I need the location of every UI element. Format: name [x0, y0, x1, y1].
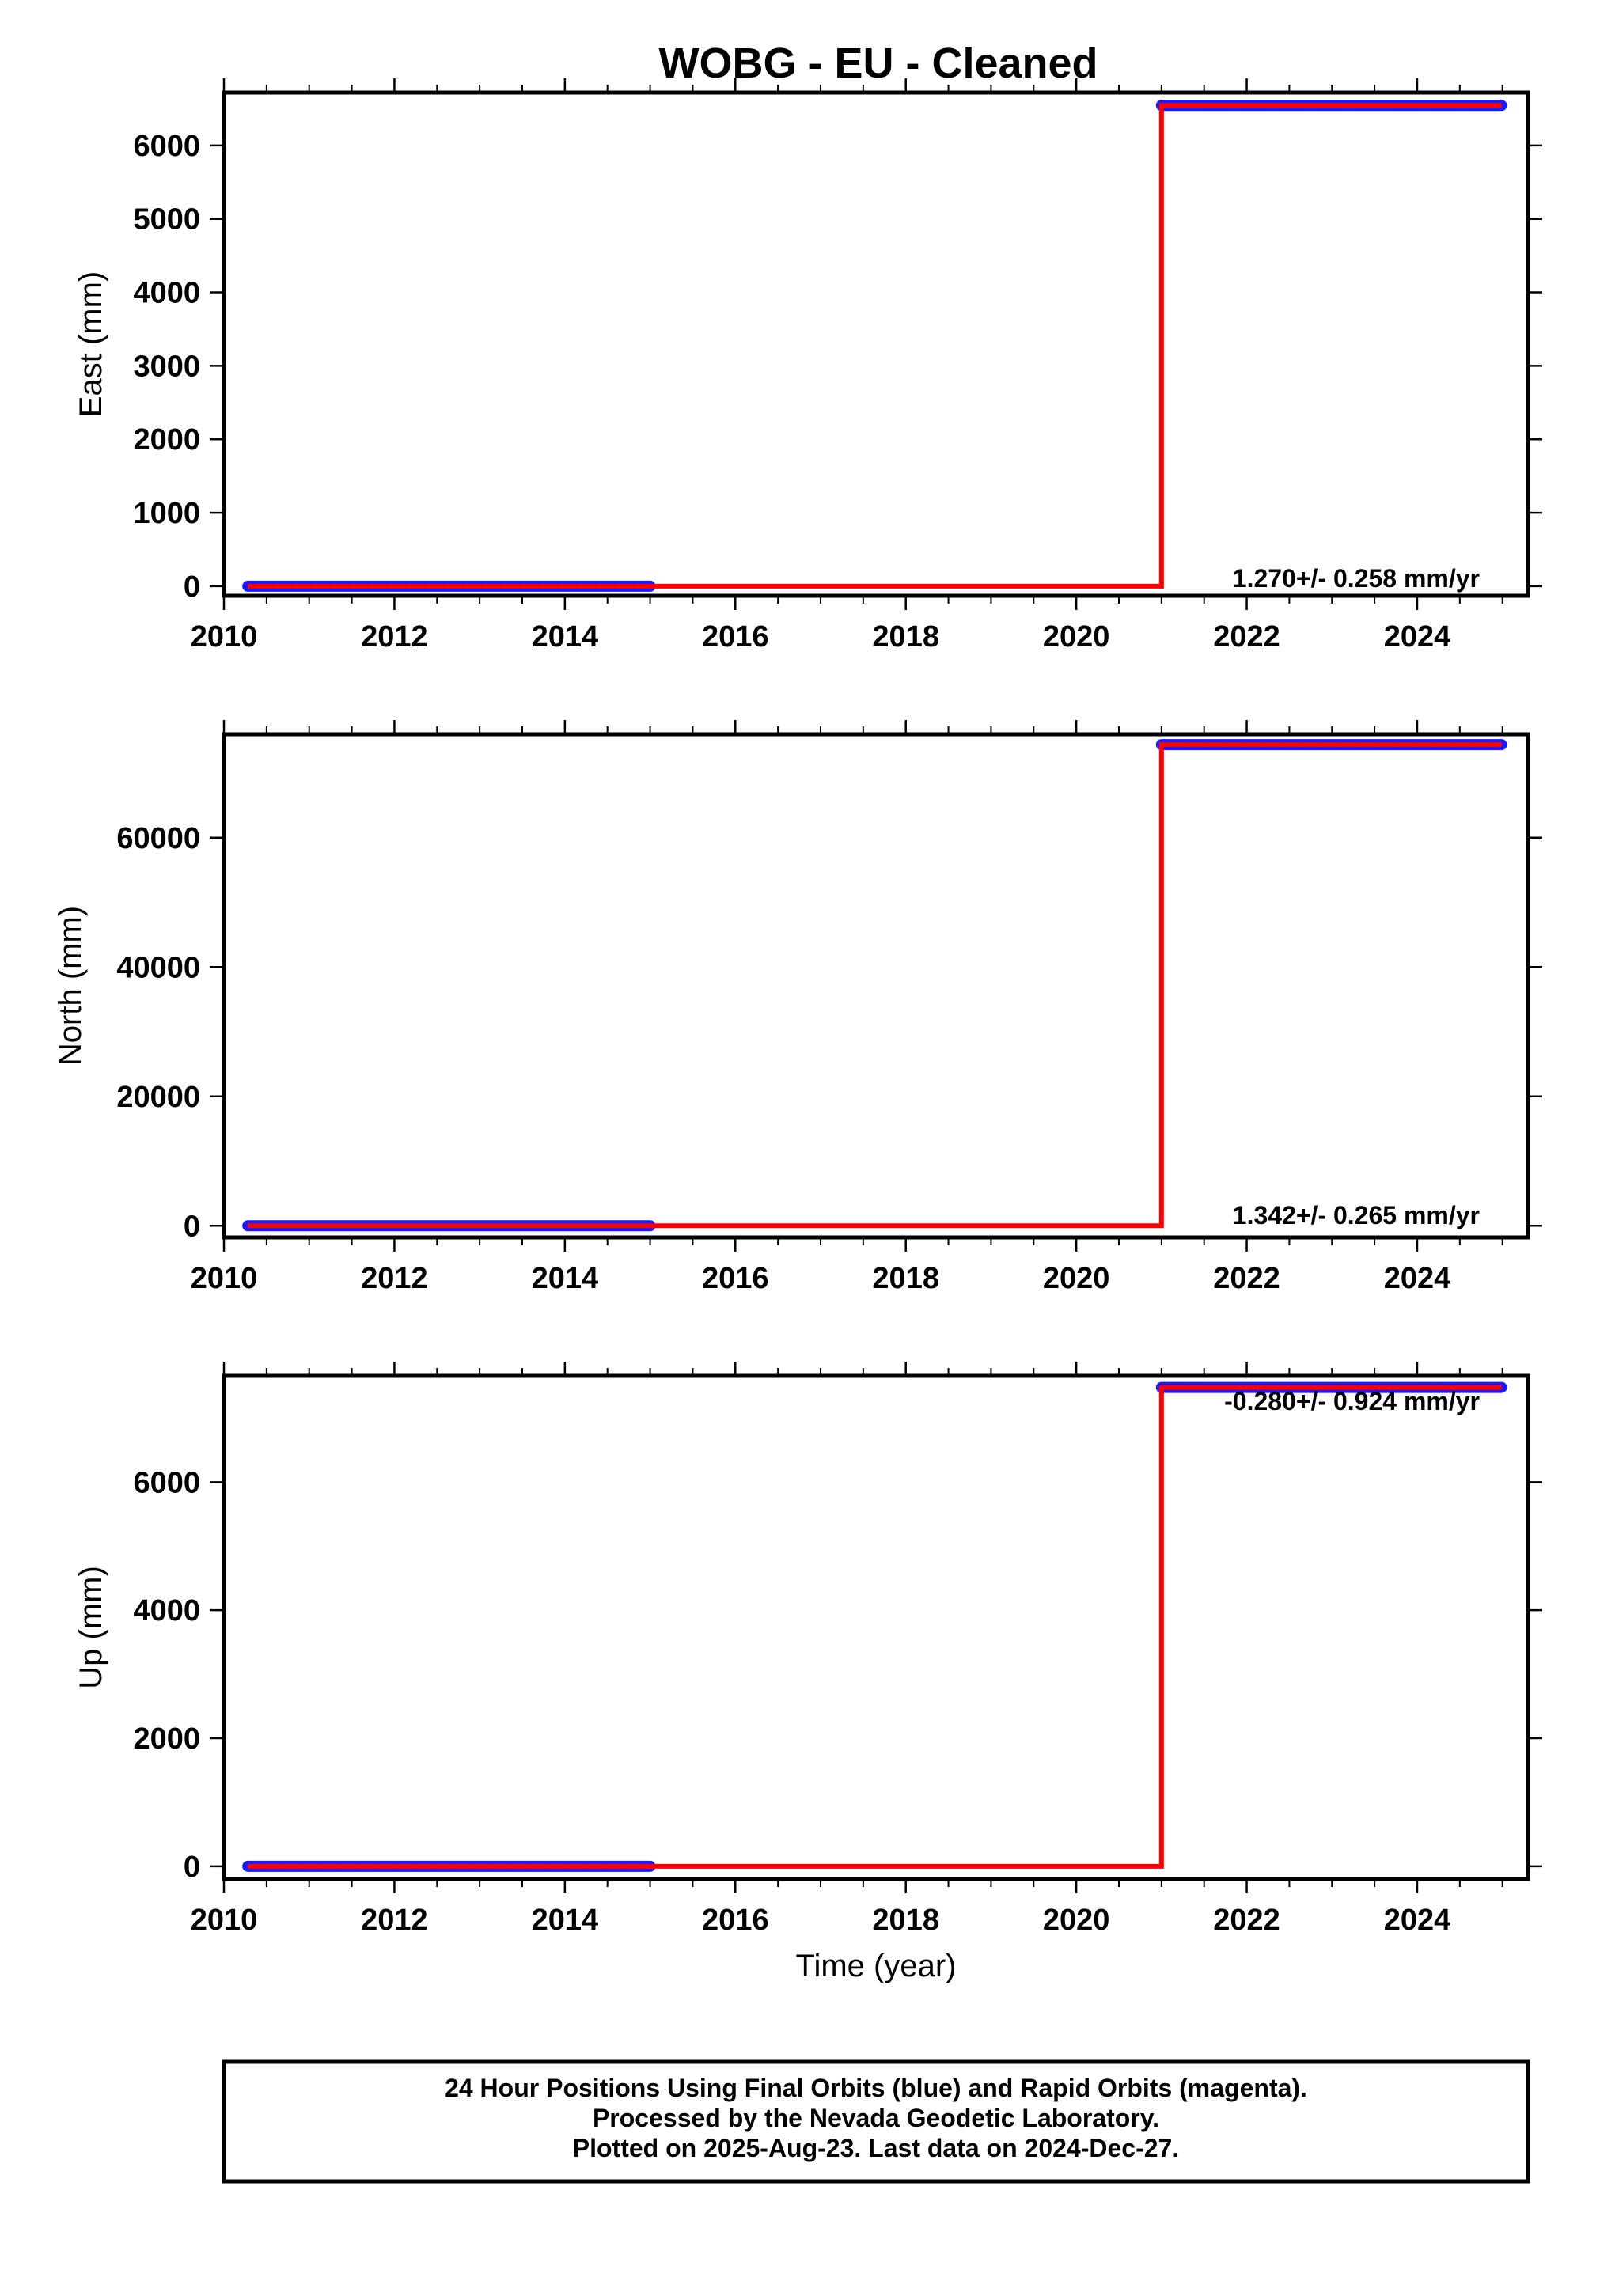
- east-rate-label: 1.270+/- 0.258 mm/yr: [1233, 564, 1480, 593]
- north-x-tick-label: 2012: [361, 1262, 428, 1295]
- east-x-tick-label: 2016: [702, 620, 769, 654]
- north-model-line: [248, 742, 1502, 1229]
- x-axis-label: Time (year): [796, 1949, 957, 1983]
- up-rate-label: -0.280+/- 0.924 mm/yr: [1224, 1387, 1480, 1415]
- up-y-tick-label: 6000: [133, 1466, 200, 1499]
- footer-frame: [222, 2059, 1530, 2184]
- east-y-tick-label: 5000: [133, 203, 200, 237]
- footer-line-2: Processed by the Nevada Geodetic Laborat…: [593, 2104, 1159, 2132]
- east-x-tick-label: 2020: [1043, 620, 1110, 654]
- east-y-tick-label: 4000: [133, 277, 200, 310]
- panel-east: 2010 2012 2014 2016 2018 2020 2022 2024 0 1000 200…: [74, 78, 1542, 654]
- east-x-tick-label: 2024: [1384, 620, 1451, 654]
- up-x-tick-label: 2020: [1043, 1904, 1110, 1937]
- up-x-tick-label: 2014: [532, 1904, 599, 1937]
- up-x-tick-label: 2024: [1384, 1904, 1451, 1937]
- north-y-tick-label: 40000: [116, 951, 200, 984]
- east-y-tick-label: 2000: [133, 423, 200, 457]
- up-x-tick-label: 2022: [1213, 1904, 1280, 1937]
- footer-line-3: Plotted on 2025-Aug-23. Last data on 202…: [573, 2134, 1179, 2162]
- east-model-line: [248, 103, 1502, 589]
- east-y-tick-label: 3000: [133, 350, 200, 383]
- up-ylabel: Up (mm): [74, 1566, 108, 1689]
- footer-box: 24 Hour Positions Using Final Orbits (bl…: [222, 2059, 1530, 2184]
- up-x-tick-label: 2018: [872, 1904, 939, 1937]
- up-y-tick-label: 2000: [133, 1722, 200, 1756]
- north-x-tick-label: 2024: [1384, 1262, 1451, 1295]
- east-y-tick-label: 1000: [133, 497, 200, 530]
- up-model-line: [248, 1385, 1502, 1869]
- north-y-tick-label: 0: [184, 1210, 200, 1243]
- up-marks: 2010 2012 2014 2016 2018 2020 2022 2024 0 2000 400…: [133, 1362, 1542, 1937]
- chart-title: WOBG - EU - Cleaned: [658, 40, 1098, 87]
- north-x-tick-label: 2020: [1043, 1262, 1110, 1295]
- north-x-tick-label: 2016: [702, 1262, 769, 1295]
- panel-up: 2010 2012 2014 2016 2018 2020 2022 2024 0 2000 400…: [74, 1362, 1542, 1983]
- up-y-tick-label: 4000: [133, 1594, 200, 1627]
- north-rate-label: 1.342+/- 0.265 mm/yr: [1233, 1201, 1480, 1229]
- east-ylabel: East (mm): [74, 271, 108, 417]
- north-x-tick-label: 2022: [1213, 1262, 1280, 1295]
- east-x-tick-label: 2014: [532, 620, 599, 654]
- north-plot-frame: [222, 732, 1530, 1240]
- north-ylabel: North (mm): [53, 906, 88, 1066]
- east-x-tick-label: 2010: [191, 620, 258, 654]
- east-y-tick-label: 6000: [133, 130, 200, 163]
- east-marks: 2010 2012 2014 2016 2018 2020 2022 2024 0 1000 200…: [133, 78, 1542, 654]
- north-x-tick-label: 2018: [872, 1262, 939, 1295]
- up-x-tick-label: 2016: [702, 1904, 769, 1937]
- east-x-tick-label: 2012: [361, 620, 428, 654]
- east-plot-frame: [222, 90, 1530, 598]
- up-y-tick-label: 0: [184, 1851, 200, 1884]
- north-y-tick-label: 20000: [116, 1081, 200, 1114]
- east-y-tick-label: 0: [184, 570, 200, 604]
- footer-line-1: 24 Hour Positions Using Final Orbits (bl…: [445, 2074, 1307, 2102]
- up-x-tick-label: 2010: [191, 1904, 258, 1937]
- north-x-tick-label: 2014: [532, 1262, 599, 1295]
- panel-north: 2010 2012 2014 2016 2018 2020 2022 2024 0 20000 40…: [53, 720, 1542, 1295]
- north-x-tick-label: 2010: [191, 1262, 258, 1295]
- up-plot-frame: [222, 1373, 1530, 1881]
- east-x-tick-label: 2018: [872, 620, 939, 654]
- north-marks: 2010 2012 2014 2016 2018 2020 2022 2024 0 20000 40…: [116, 720, 1542, 1295]
- north-y-tick-label: 60000: [116, 822, 200, 855]
- up-x-tick-label: 2012: [361, 1904, 428, 1937]
- east-x-tick-label: 2022: [1213, 620, 1280, 654]
